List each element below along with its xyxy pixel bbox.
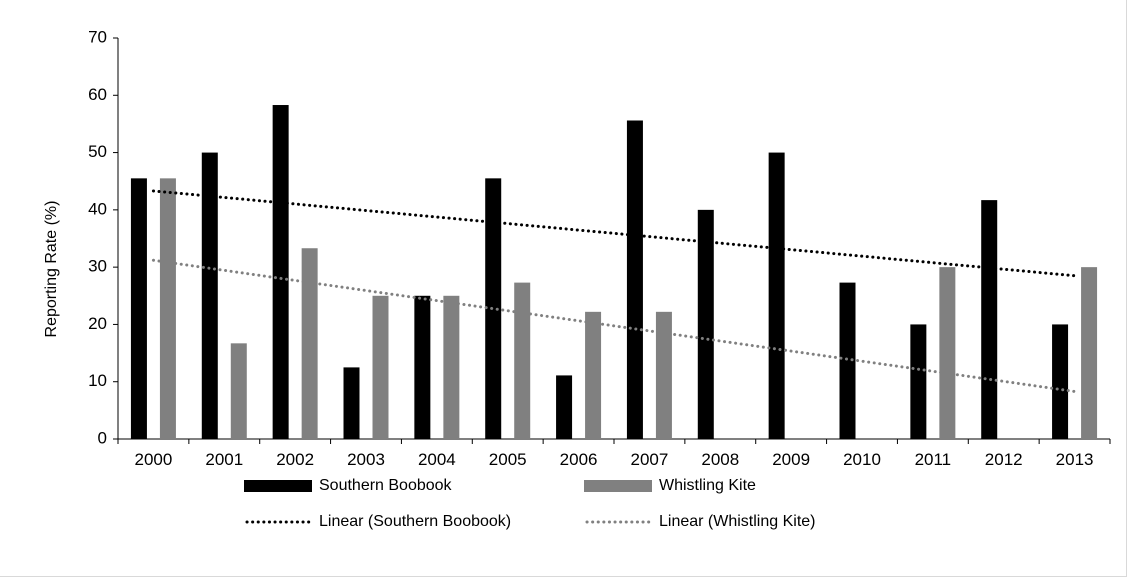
y-tick-label: 10 <box>88 371 107 390</box>
y-tick-label: 20 <box>88 314 107 333</box>
x-tick-label: 2007 <box>631 450 669 469</box>
southern-boobook-bar <box>201 152 218 440</box>
whistling-kite-bar <box>443 295 460 439</box>
x-tick-label: 2009 <box>772 450 810 469</box>
whistling-kite-bar <box>585 311 602 439</box>
legend-label-whistling-kite-trend: Linear (Whistling Kite) <box>659 513 816 530</box>
whistling-kite-bar <box>230 343 247 439</box>
x-tick-label: 2004 <box>418 450 456 469</box>
legend-label-southern-boobook: Southern Boobook <box>319 477 453 494</box>
whistling-kite-bar <box>372 295 389 439</box>
southern-boobook-trendline <box>151 189 1077 278</box>
southern-boobook-bar <box>981 200 998 439</box>
southern-boobook-bar <box>485 178 502 439</box>
whistling-kite-bar <box>301 248 318 439</box>
x-tick-label: 2002 <box>276 450 314 469</box>
y-tick-label: 70 <box>88 27 107 46</box>
x-tick-label: 2011 <box>915 450 952 469</box>
southern-boobook-bar <box>130 178 147 439</box>
southern-boobook-bar <box>556 375 573 439</box>
southern-boobook-bar <box>910 324 927 439</box>
whistling-kite-bar <box>655 311 672 439</box>
x-tick-label: 2010 <box>843 450 881 469</box>
x-tick-label: 2012 <box>985 450 1023 469</box>
y-axis-title: Reporting Rate (%) <box>43 201 60 338</box>
southern-boobook-bar <box>414 295 431 439</box>
x-tick-label: 2008 <box>701 450 739 469</box>
whistling-kite-trendline <box>151 258 1077 393</box>
southern-boobook-bar <box>343 367 360 439</box>
y-tick-label: 60 <box>88 85 107 104</box>
legend-swatch-whistling-kite <box>584 480 652 492</box>
y-tick-label: 0 <box>98 428 107 447</box>
x-tick-label: 2006 <box>560 450 598 469</box>
southern-boobook-bar <box>626 120 643 440</box>
legend-label-whistling-kite: Whistling Kite <box>659 477 756 494</box>
southern-boobook-bar <box>272 105 289 439</box>
southern-boobook-bar <box>697 209 714 439</box>
legend-swatch-southern-boobook <box>244 480 312 492</box>
southern-boobook-bar <box>768 152 785 440</box>
whistling-kite-bar <box>159 178 176 439</box>
legend-label-southern-boobook-trend: Linear (Southern Boobook) <box>319 513 511 530</box>
x-tick-label: 2001 <box>205 450 243 469</box>
whistling-kite-bar <box>514 282 531 439</box>
y-tick-label: 30 <box>88 257 107 276</box>
x-tick-label: 2013 <box>1056 450 1094 469</box>
x-tick-label: 2003 <box>347 450 385 469</box>
x-tick-label: 2005 <box>489 450 527 469</box>
southern-boobook-bar <box>839 282 856 439</box>
y-tick-label: 40 <box>88 199 107 218</box>
whistling-kite-bar <box>1081 267 1098 439</box>
y-tick-label: 50 <box>88 142 107 161</box>
whistling-kite-bar <box>939 267 956 439</box>
x-tick-label: 2000 <box>135 450 173 469</box>
southern-boobook-bar <box>1052 324 1069 439</box>
